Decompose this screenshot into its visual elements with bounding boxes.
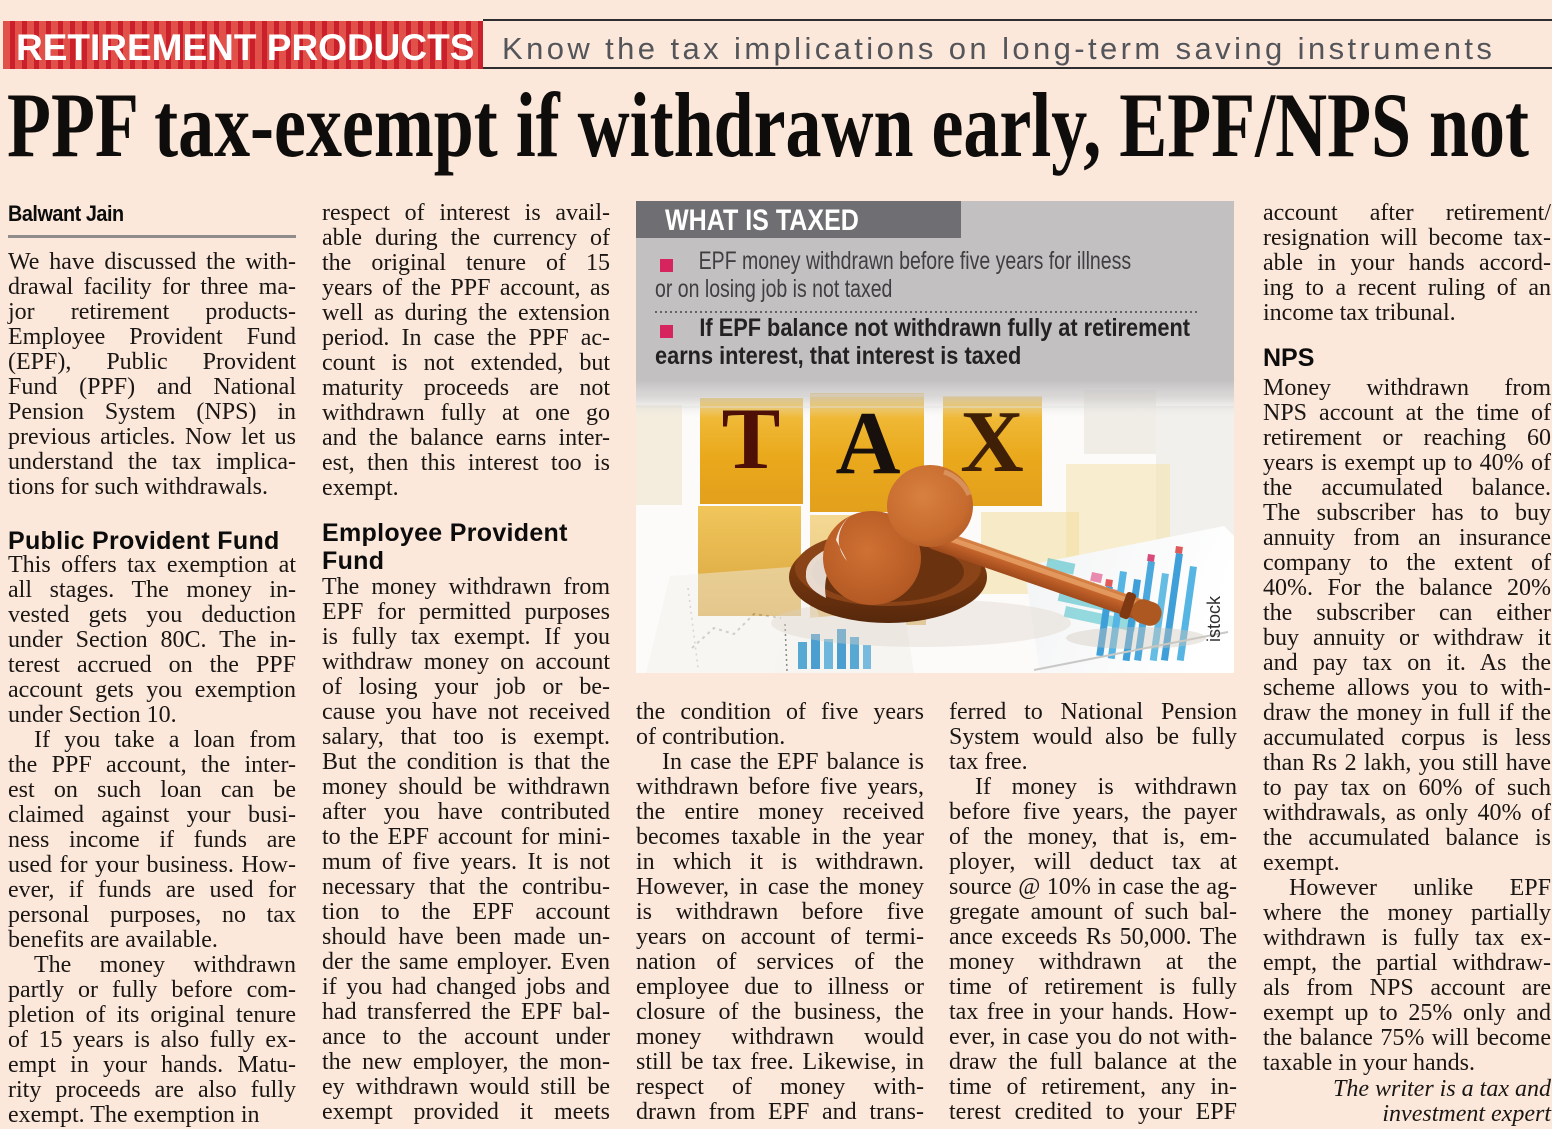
svg-text:istock: istock <box>1204 595 1224 642</box>
svg-text:T: T <box>722 391 781 488</box>
svg-text:A: A <box>836 394 901 493</box>
svg-text:X: X <box>960 394 1024 491</box>
